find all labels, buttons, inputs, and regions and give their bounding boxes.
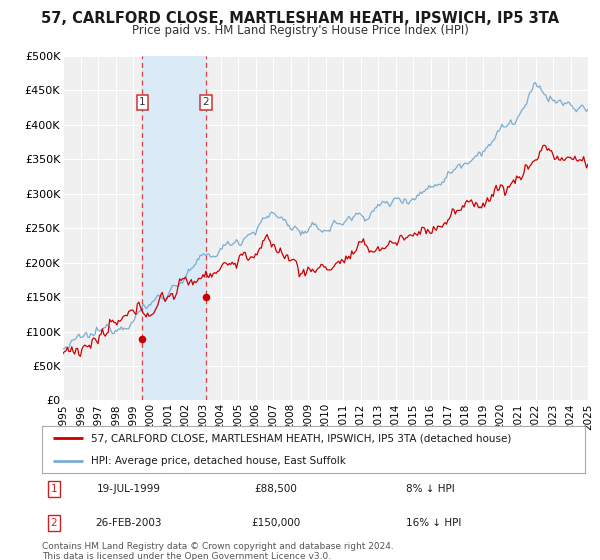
Text: 2: 2 <box>202 97 209 108</box>
Text: 1: 1 <box>139 97 146 108</box>
Text: 57, CARLFORD CLOSE, MARTLESHAM HEATH, IPSWICH, IP5 3TA (detached house): 57, CARLFORD CLOSE, MARTLESHAM HEATH, IP… <box>91 433 511 444</box>
Text: HPI: Average price, detached house, East Suffolk: HPI: Average price, detached house, East… <box>91 456 346 466</box>
Text: 57, CARLFORD CLOSE, MARTLESHAM HEATH, IPSWICH, IP5 3TA: 57, CARLFORD CLOSE, MARTLESHAM HEATH, IP… <box>41 11 559 26</box>
Bar <box>142 56 206 400</box>
Text: 8% ↓ HPI: 8% ↓ HPI <box>406 484 455 494</box>
Text: £150,000: £150,000 <box>251 518 300 528</box>
Text: Contains HM Land Registry data © Crown copyright and database right 2024.
This d: Contains HM Land Registry data © Crown c… <box>42 542 394 560</box>
Text: £88,500: £88,500 <box>254 484 297 494</box>
Text: 16% ↓ HPI: 16% ↓ HPI <box>406 518 461 528</box>
Text: 1: 1 <box>50 484 57 494</box>
Text: 26-FEB-2003: 26-FEB-2003 <box>95 518 162 528</box>
Text: 19-JUL-1999: 19-JUL-1999 <box>97 484 161 494</box>
Text: 2: 2 <box>50 518 57 528</box>
Text: Price paid vs. HM Land Registry's House Price Index (HPI): Price paid vs. HM Land Registry's House … <box>131 24 469 36</box>
